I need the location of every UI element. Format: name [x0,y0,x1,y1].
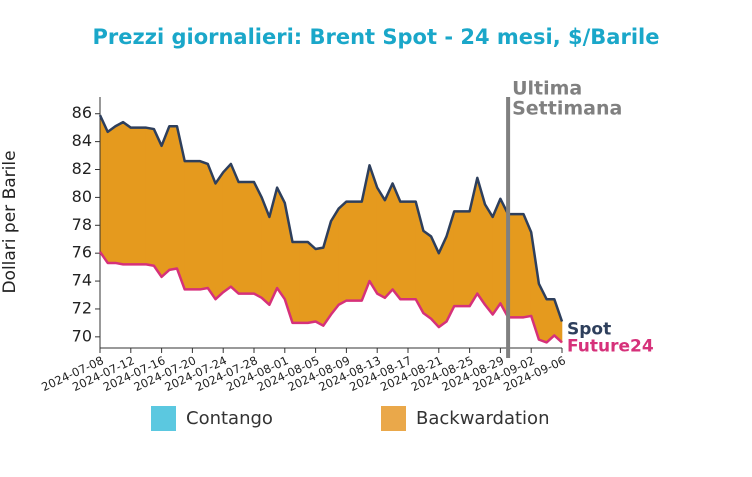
spread-area [238,181,247,294]
spread-area [299,241,309,324]
spread-area [169,125,178,271]
spread-area [461,211,470,307]
series-end-label: Future24 [567,336,654,356]
spread-area [423,230,432,320]
spread-area [207,163,216,301]
spread-area [122,121,132,265]
spread-area [453,211,463,307]
series-line [98,114,564,322]
spread-area [515,213,524,318]
y-tick-label: 70 [72,326,92,345]
y-tick-label: 82 [72,159,92,178]
spread-area [199,160,209,290]
y-tick-label: 84 [72,131,92,150]
spread-area [292,241,301,324]
spread-area [399,201,409,300]
spread-area [115,121,124,265]
spread-area [153,128,162,278]
y-tick-label: 74 [72,271,92,290]
spread-area [338,200,347,306]
spread-area [161,126,170,278]
spread-area [107,125,116,264]
spread-area [99,115,108,264]
spread-area [276,187,286,301]
y-tick-label: 86 [72,103,92,122]
spread-area [184,160,193,290]
y-tick-label: 78 [72,215,92,234]
spread-area [484,203,494,316]
chart-title: Prezzi giornalieri: Brent Spot - 24 mesi… [93,25,660,49]
spread-area [353,201,363,301]
y-tick-label: 80 [72,187,92,206]
legend-label: Contango [186,408,273,429]
spread-area [230,163,239,295]
legend-swatch [151,406,176,431]
y-axis-label: Dollari per Barile [0,150,20,293]
spread-area [315,247,324,327]
spread-area [253,181,263,299]
spread-area [145,127,155,267]
spread-area [407,201,417,300]
spread-area [330,207,340,316]
spread-area [222,163,232,293]
series-end-label: Spot [567,320,611,340]
y-tick-label: 72 [72,298,92,317]
spread-area [130,127,139,265]
spread-area [138,127,147,265]
spread-area [192,160,201,290]
spread-area [307,241,316,324]
legend-swatch [381,406,406,431]
y-tick-label: 76 [72,243,92,262]
annotation-text: Settimana [512,98,622,120]
annotation-text: Ultima [512,78,582,100]
series-line [98,251,563,344]
spread-area [215,171,224,300]
legend-label: Backwardation [416,408,549,429]
spread-area [376,186,386,299]
spread-area [346,201,355,301]
spread-area [246,181,255,294]
